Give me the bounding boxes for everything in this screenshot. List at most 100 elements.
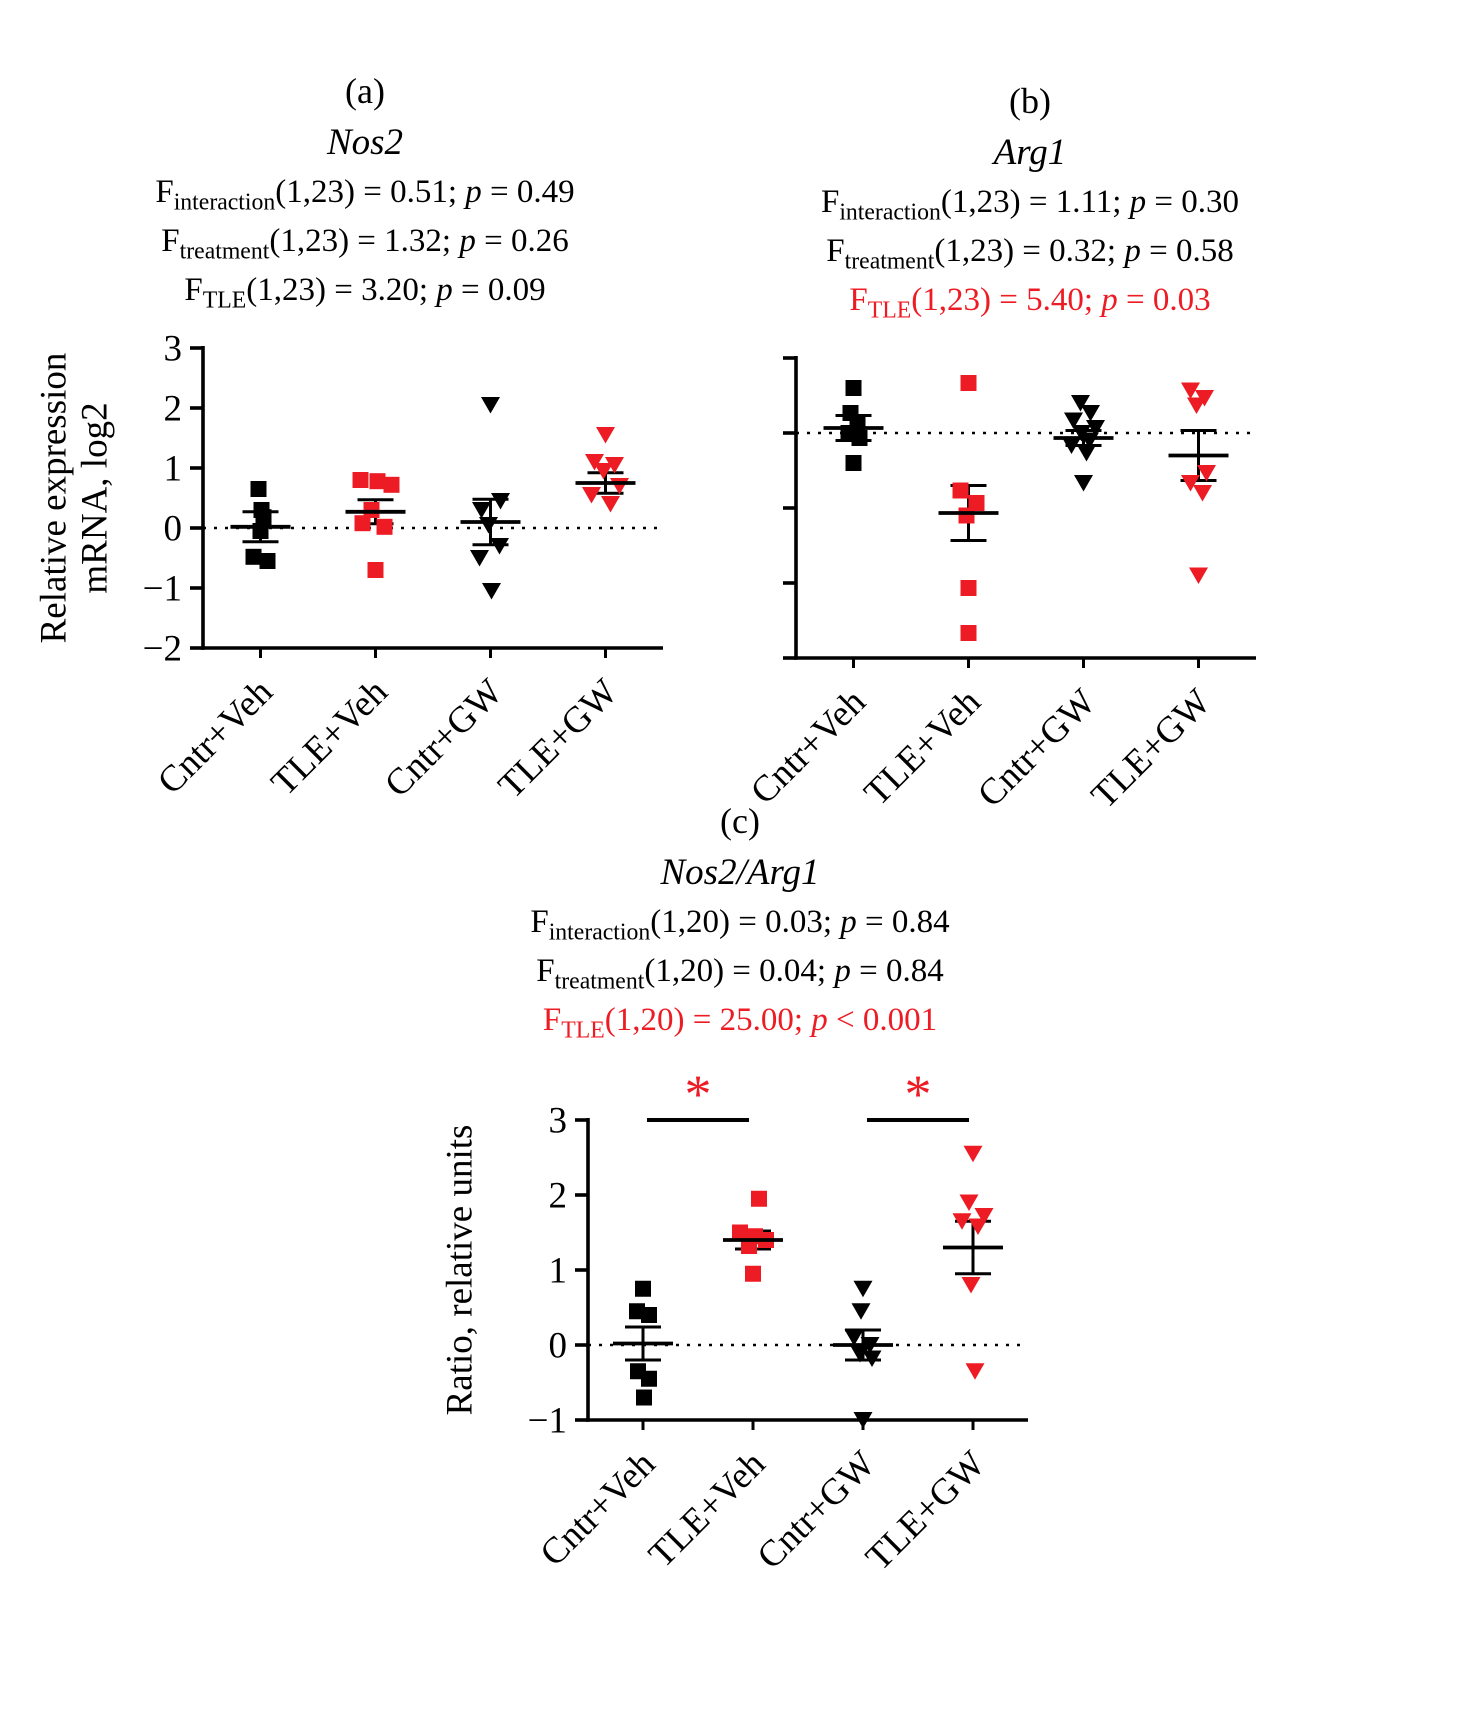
stat-values: (1,23) = 1.11; xyxy=(940,183,1130,220)
data-point xyxy=(481,396,500,414)
f-subscript: treatment xyxy=(179,238,270,265)
f-symbol: F xyxy=(536,952,555,989)
data-point xyxy=(354,514,371,531)
x-category-label: TLE+Veh xyxy=(856,681,989,814)
data-point xyxy=(959,1194,979,1211)
data-point xyxy=(369,472,386,489)
panel-b-stats: Finteraction(1,23) = 1.11; p = 0.30 Ftre… xyxy=(680,180,1380,328)
data-point xyxy=(958,507,975,524)
stat-line-interaction: Finteraction(1,23) = 0.51; p = 0.49 xyxy=(20,170,710,219)
y-tick-label: 1 xyxy=(549,1250,568,1291)
panel-c-chart-row: Ratio, relative units 3 2 1 0 −1 Cntr+Veh TLE+… xyxy=(320,1064,1160,1584)
y-axis-label-line1: Ratio, relative units xyxy=(439,1124,481,1416)
data-point xyxy=(605,456,624,474)
panel-b-chart-row: Cntr+Veh TLE+Veh Cntr+GW TLE+GW xyxy=(680,344,1380,822)
data-point xyxy=(1074,474,1093,492)
panel-b-letter: (b) xyxy=(1009,81,1051,121)
data-point xyxy=(850,1345,870,1363)
stat-values: (1,23) = 1.32; xyxy=(269,222,460,259)
data-point xyxy=(741,1237,757,1254)
data-point xyxy=(968,1218,988,1235)
data-point xyxy=(470,549,489,567)
p-value: = 0.26 xyxy=(475,222,569,259)
p-value: = 0.58 xyxy=(1140,232,1234,269)
p-symbol: p xyxy=(465,173,482,210)
data-point xyxy=(960,624,977,641)
x-category-label: TLE+Veh xyxy=(263,671,396,804)
significance-asterisk: * xyxy=(905,1064,932,1124)
x-category-label: Cntr+Veh xyxy=(532,1443,663,1574)
panel-b-title: Arg1 xyxy=(993,132,1067,174)
p-value: = 0.84 xyxy=(850,952,944,989)
f-symbol: F xyxy=(155,173,174,210)
data-point xyxy=(259,552,276,569)
x-category-label: TLE+GW xyxy=(858,1443,993,1578)
data-point xyxy=(963,1145,983,1162)
data-point xyxy=(367,561,384,578)
panel-c-letter: (c) xyxy=(720,801,760,841)
stat-line-interaction: Finteraction(1,23) = 1.11; p = 0.30 xyxy=(680,180,1380,229)
x-category-label: Cntr+GW xyxy=(750,1443,884,1577)
data-point xyxy=(845,379,862,396)
data-point xyxy=(641,1370,657,1387)
stat-values: (1,20) = 0.03; xyxy=(650,903,841,940)
data-point xyxy=(1077,444,1096,462)
stat-line-interaction: Finteraction(1,20) = 0.03; p = 0.84 xyxy=(320,900,1160,949)
f-symbol: F xyxy=(542,1002,562,1039)
panel-b: (b) Arg1 Finteraction(1,23) = 1.11; p = … xyxy=(680,80,1380,822)
data-point xyxy=(635,1280,651,1297)
f-symbol: F xyxy=(161,222,180,259)
f-symbol: F xyxy=(184,272,203,309)
data-point xyxy=(732,1224,748,1241)
f-symbol: F xyxy=(849,282,868,319)
stat-line-tle: FTLE(1,23) = 3.20; p = 0.09 xyxy=(20,268,710,317)
x-category-label: Cntr+Veh xyxy=(743,681,874,812)
y-tick-label: 2 xyxy=(164,388,183,429)
p-symbol: p xyxy=(840,903,857,940)
data-point xyxy=(1181,382,1200,399)
y-tick-label: 0 xyxy=(549,1325,568,1366)
panel-c-stats: Finteraction(1,20) = 0.03; p = 0.84 Ftre… xyxy=(320,900,1160,1048)
data-point xyxy=(376,518,393,535)
data-point xyxy=(968,494,985,511)
y-tick-label: 1 xyxy=(164,448,183,489)
data-point xyxy=(479,516,498,534)
p-symbol: p xyxy=(459,222,476,259)
data-point xyxy=(974,1207,994,1225)
data-point xyxy=(751,1190,767,1207)
data-point xyxy=(596,426,615,444)
panel-c-title: Nos2/Arg1 xyxy=(660,852,820,894)
x-category-label: Cntr+GW xyxy=(377,671,511,805)
data-point xyxy=(960,374,977,391)
data-point xyxy=(490,537,509,555)
p-value: = 0.03 xyxy=(1117,282,1211,319)
x-category-label: TLE+GW xyxy=(491,671,626,806)
data-point xyxy=(491,492,510,510)
p-symbol: p xyxy=(811,1002,828,1039)
y-axis-label: Relative expression mRNA, log2 xyxy=(27,334,123,662)
data-point xyxy=(853,1280,873,1297)
data-point xyxy=(952,1212,972,1230)
y-axis-label: Ratio, relative units xyxy=(412,1064,508,1476)
data-point xyxy=(961,1276,981,1294)
panel-a-chart-row: Relative expression mRNA, log2 3 2 1 0 −1 −2 C… xyxy=(20,328,710,812)
data-point xyxy=(1197,464,1216,482)
data-point xyxy=(1071,394,1090,412)
data-point xyxy=(851,1302,871,1320)
data-point xyxy=(250,480,267,497)
data-point xyxy=(965,1362,985,1380)
p-value: < 0.001 xyxy=(827,1002,938,1039)
data-point xyxy=(245,548,262,565)
f-symbol: F xyxy=(826,232,845,269)
stat-values: (1,20) = 0.04; xyxy=(644,952,835,989)
y-axis-label-line2: mRNA, log2 xyxy=(75,402,116,594)
stat-line-treatment: Ftreatment(1,23) = 0.32; p = 0.58 xyxy=(680,229,1380,278)
y-tick-label: 3 xyxy=(164,328,183,369)
data-point xyxy=(1187,397,1206,414)
data-point xyxy=(585,453,604,471)
data-point xyxy=(1064,412,1083,429)
panel-a-letter: (a) xyxy=(345,71,385,111)
data-point xyxy=(636,1389,652,1406)
